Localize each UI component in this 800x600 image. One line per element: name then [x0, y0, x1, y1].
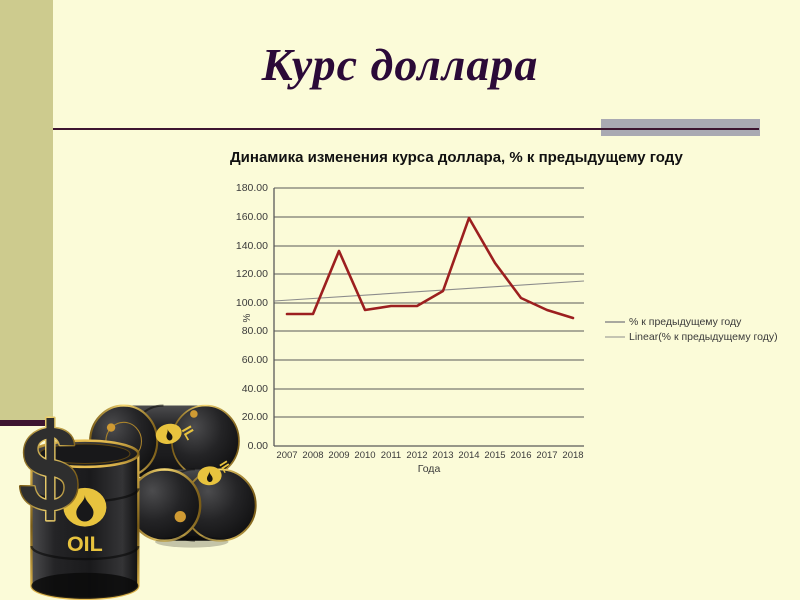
svg-text:120.00: 120.00 — [236, 268, 268, 280]
svg-text:140.00: 140.00 — [236, 240, 268, 252]
svg-text:%: % — [242, 313, 253, 322]
svg-text:2007: 2007 — [276, 450, 297, 461]
svg-text:2013: 2013 — [432, 450, 453, 461]
svg-text:2010: 2010 — [354, 450, 375, 461]
svg-text:2008: 2008 — [302, 450, 323, 461]
svg-text:2018: 2018 — [562, 450, 583, 461]
svg-text:Года: Года — [418, 463, 441, 475]
svg-text:2011: 2011 — [381, 450, 401, 461]
svg-text:60.00: 60.00 — [242, 354, 268, 366]
svg-text:180.00: 180.00 — [236, 182, 268, 194]
svg-text:2017: 2017 — [536, 450, 557, 461]
svg-text:OIL: OIL — [67, 532, 103, 556]
svg-text:2016: 2016 — [510, 450, 531, 461]
svg-text:100.00: 100.00 — [236, 297, 268, 309]
svg-text:2014: 2014 — [458, 450, 479, 461]
svg-text:% к предыдущему году: % к предыдущему году — [629, 316, 742, 328]
svg-text:40.00: 40.00 — [242, 383, 268, 395]
svg-text:Linear(% к предыдущему году): Linear(% к предыдущему году) — [629, 331, 778, 343]
svg-text:2015: 2015 — [484, 450, 505, 461]
svg-text:80.00: 80.00 — [242, 325, 268, 337]
svg-text:2012: 2012 — [406, 450, 427, 461]
svg-text:2009: 2009 — [328, 450, 349, 461]
svg-text:160.00: 160.00 — [236, 211, 268, 223]
